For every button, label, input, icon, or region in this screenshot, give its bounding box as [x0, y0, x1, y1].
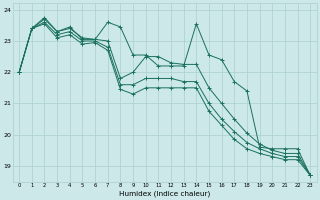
X-axis label: Humidex (Indice chaleur): Humidex (Indice chaleur) [119, 190, 210, 197]
